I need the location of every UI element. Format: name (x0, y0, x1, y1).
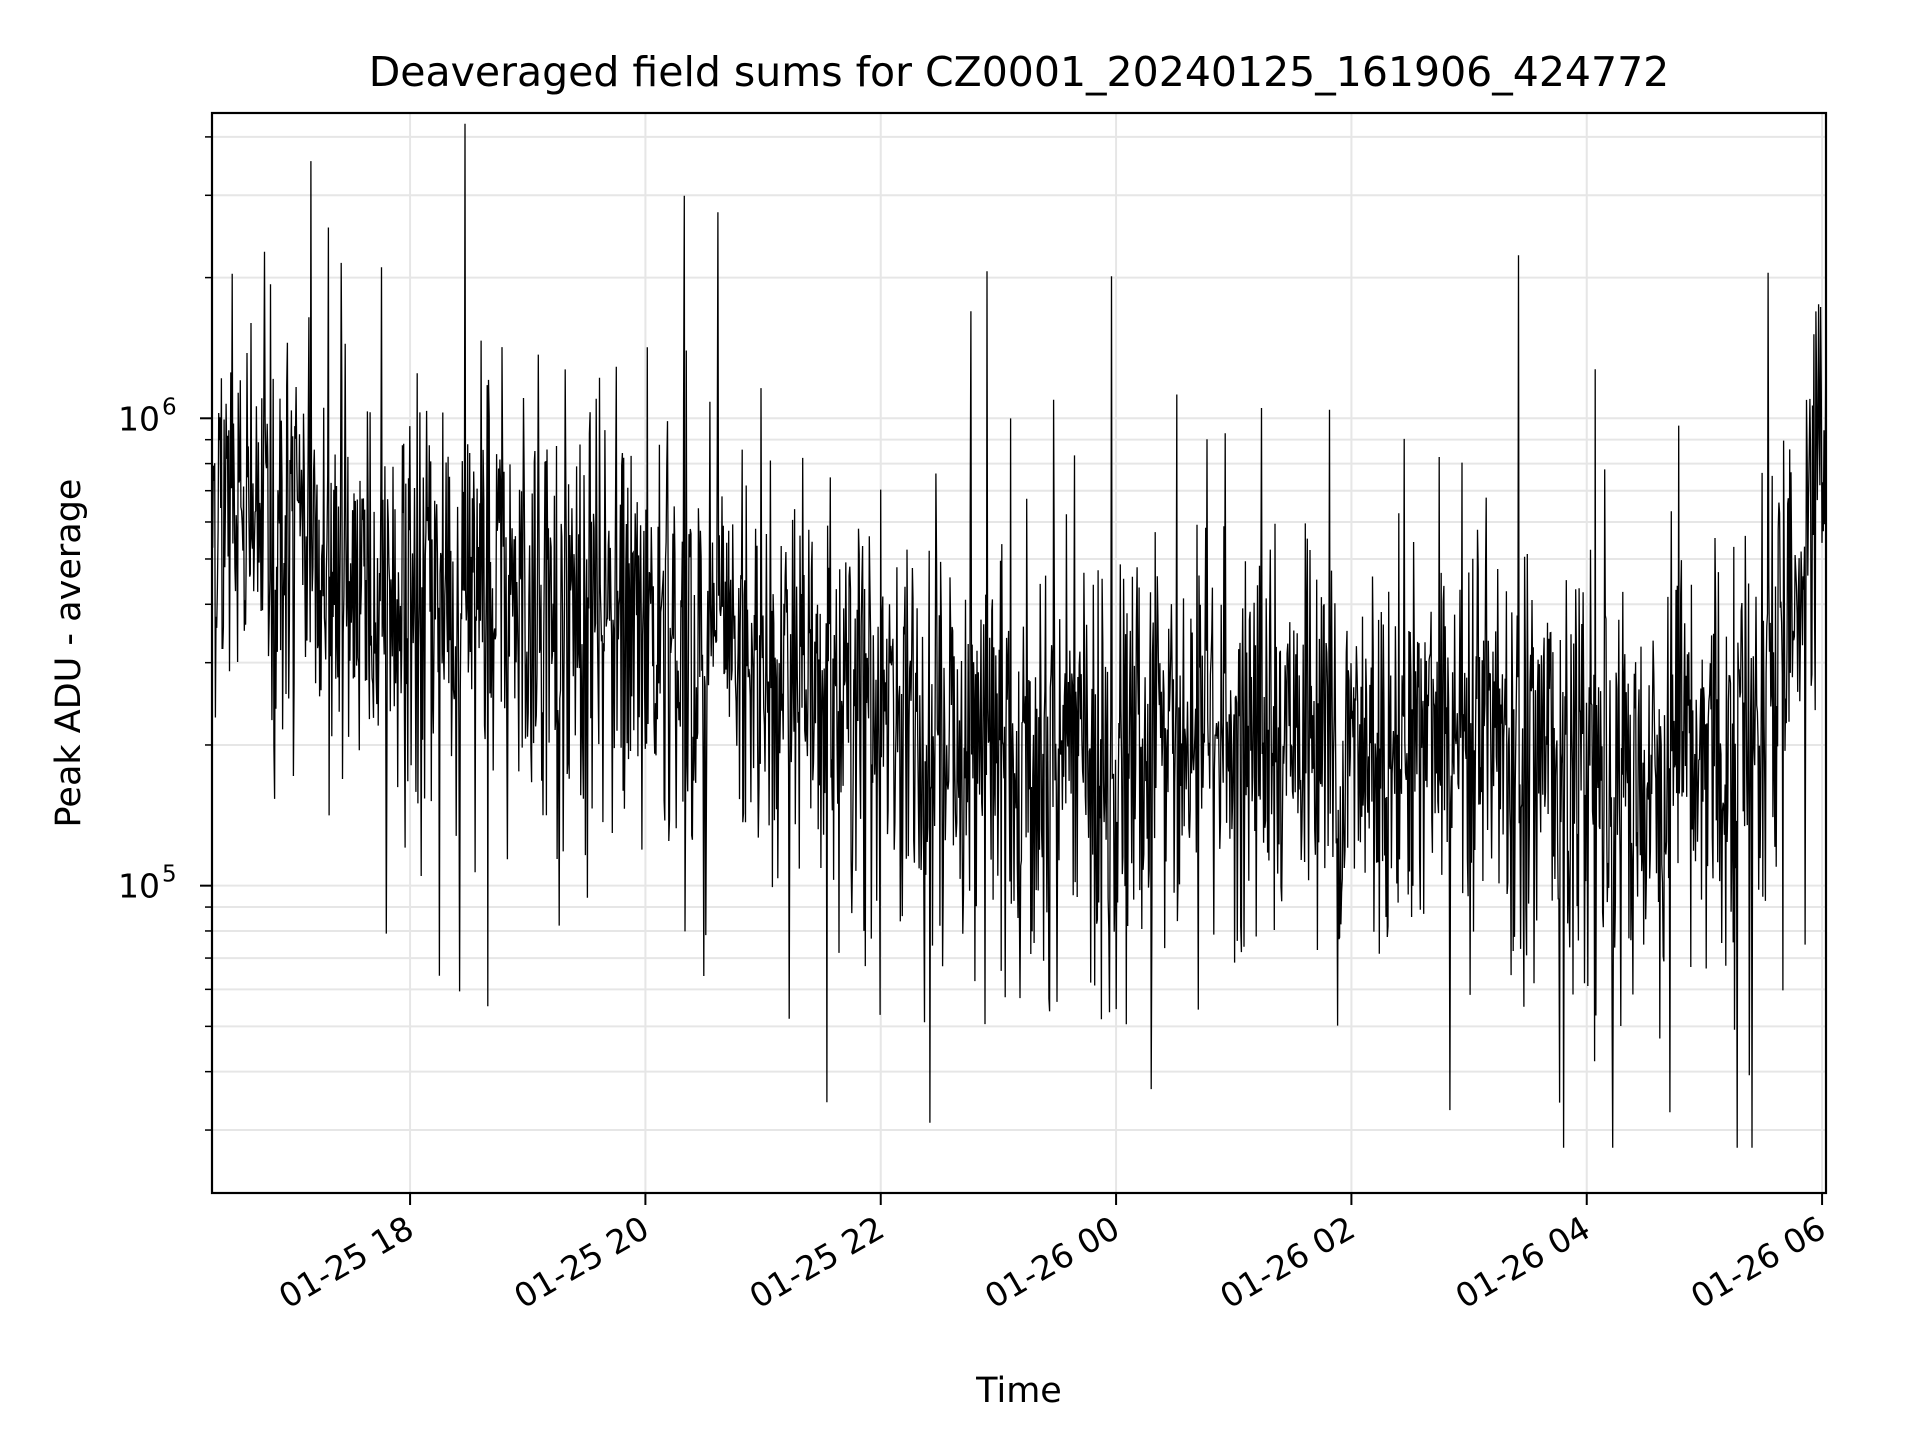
y-tick-exponent: 5 (162, 862, 177, 888)
x-axis-label: Time (975, 1371, 1062, 1411)
y-tick-label: 10 (118, 867, 160, 906)
series-line (211, 123, 1827, 1148)
plot-frame (210, 111, 1828, 1195)
series-layer (211, 123, 1827, 1148)
y-tick-label: 10 (118, 399, 160, 438)
y-axis-label: Peak ADU - average (49, 479, 89, 828)
chart-title: Deaveraged field sums for CZ0001_2024012… (369, 48, 1670, 96)
y-tick-exponent: 6 (162, 394, 177, 420)
